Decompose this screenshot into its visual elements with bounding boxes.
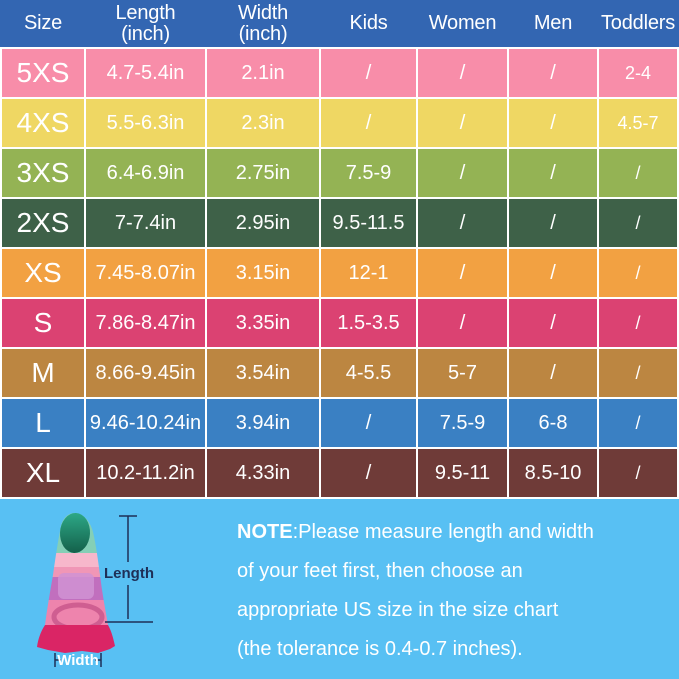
table-cell: / [509, 349, 597, 397]
fin-heel [37, 625, 115, 653]
table-cell: 1.5-3.5 [321, 299, 416, 347]
table-cell: 2-4 [599, 49, 677, 97]
note-line: appropriate US size in the size chart [237, 599, 559, 621]
table-row: 2XS 7-7.4in 2.95in 9.5-11.5// / [2, 199, 677, 247]
size-cell: 3XS [2, 149, 84, 197]
size-cell: L [2, 399, 84, 447]
width-label: Width [57, 652, 99, 669]
length-measure [105, 515, 153, 623]
table-cell: / [599, 399, 677, 447]
table-cell: / [599, 299, 677, 347]
table-cell: 4.5-7 [599, 99, 677, 147]
table-cell: 9.5-11 [418, 449, 507, 497]
table-cell: 6-8 [509, 399, 597, 447]
size-cell: 4XS [2, 99, 84, 147]
table-cell: / [321, 99, 416, 147]
table-row: 5XS 4.7-5.4in 2.1in / //2-4 [2, 49, 677, 97]
table-row: 3XS 6.4-6.9in 2.75in 7.5-9// / [2, 149, 677, 197]
table-cell: 7.5-9 [418, 399, 507, 447]
size-cell: M [2, 349, 84, 397]
table-cell: 2.95in [207, 199, 319, 247]
table-row: S 7.86-8.47in 3.35in 1.5-3.5// / [2, 299, 677, 347]
table-cell: 4.33in [207, 449, 319, 497]
column-header-men: Men [533, 12, 573, 34]
note-title: NOTE [237, 521, 293, 543]
table-cell: 2.1in [207, 49, 319, 97]
table-cell: / [418, 199, 507, 247]
length-label: Length [104, 565, 154, 582]
column-header-length: Length (inch) [115, 1, 176, 45]
table-cell: / [599, 199, 677, 247]
table-row: XL 10.2-11.2in 4.33in/9.5-11 8.5-10/ [2, 449, 677, 497]
table-cell: / [321, 399, 416, 447]
table-cell: 6.4-6.9in [86, 149, 205, 197]
table-cell: 3.35in [207, 299, 319, 347]
table-cell: / [418, 49, 507, 97]
table-cell: 3.15in [207, 249, 319, 297]
table-cell: / [321, 49, 416, 97]
width-measure [54, 653, 102, 667]
table-cell: 9.5-11.5 [321, 199, 416, 247]
table-cell: 7.86-8.47in [86, 299, 205, 347]
table-cell: / [418, 149, 507, 197]
table-cell: 5.5-6.3in [86, 99, 205, 147]
table-cell: / [509, 199, 597, 247]
size-cell: 2XS [2, 199, 84, 247]
table-cell: 4-5.5 [321, 349, 416, 397]
table-cell: 3.94in [207, 399, 319, 447]
table-cell: / [599, 249, 677, 297]
table-row: L 9.46-10.24in 3.94in/7.5-9 6-8/ [2, 399, 677, 447]
column-header-toddlers: Toddlers [601, 12, 675, 34]
table-cell: 9.46-10.24in [86, 399, 205, 447]
table-cell: 4.7-5.4in [86, 49, 205, 97]
table-cell: / [509, 49, 597, 97]
table-cell: / [599, 149, 677, 197]
table-cell: 8.66-9.45in [86, 349, 205, 397]
table-row: 4XS 5.5-6.3in 2.3in / //4.5-7 [2, 99, 677, 147]
note-line: NOTE:Please measure length and width [237, 521, 594, 543]
table-cell: 3.54in [207, 349, 319, 397]
column-header-size: Size [23, 12, 63, 34]
table-cell: / [418, 99, 507, 147]
table-cell: / [321, 449, 416, 497]
note-line: (the tolerance is 0.4-0.7 inches). [237, 638, 523, 660]
table-cell: 7-7.4in [86, 199, 205, 247]
table-row: XS 7.45-8.07in 3.15in 12-1// / [2, 249, 677, 297]
column-header-width: Width (inch) [237, 1, 289, 45]
column-header-kids: Kids [349, 12, 388, 34]
table-row: M 8.66-9.45in 3.54in 4-5.5 5-7// [2, 349, 677, 397]
table-cell: / [509, 149, 597, 197]
table-cell: 12-1 [321, 249, 416, 297]
size-cell: S [2, 299, 84, 347]
table-cell: 8.5-10 [509, 449, 597, 497]
table-cell: 2.75in [207, 149, 319, 197]
table-cell: 2.3in [207, 99, 319, 147]
table-cell: / [418, 249, 507, 297]
table-cell: 7.45-8.07in [86, 249, 205, 297]
note-text: NOTE:Please measure length and width of … [237, 513, 594, 669]
size-cell: 5XS [2, 49, 84, 97]
table-cell: / [599, 449, 677, 497]
size-cell: XS [2, 249, 84, 297]
table-cell: / [599, 349, 677, 397]
table-cell: 7.5-9 [321, 149, 416, 197]
fin-tip [59, 513, 91, 553]
fin-footpocket [58, 573, 94, 599]
table-cell: / [418, 299, 507, 347]
table-body: 5XS 4.7-5.4in 2.1in / //2-4 4XS 5.5-6.3in 2.3in… [0, 49, 679, 499]
table-cell: / [509, 299, 597, 347]
table-cell: / [509, 99, 597, 147]
table-cell: 5-7 [418, 349, 507, 397]
fin-diagram: Length Width [37, 513, 154, 669]
size-cell: XL [2, 449, 84, 497]
table-cell: 10.2-11.2in [86, 449, 205, 497]
column-header-women: Women [428, 12, 497, 34]
note-section: Length Width NOTE:Please measure length … [0, 499, 679, 679]
table-header: Size Length (inch) Width (inch) Kids Women… [0, 0, 679, 47]
table-cell: / [509, 249, 597, 297]
note-line: of your feet first, then choose an [237, 560, 523, 582]
